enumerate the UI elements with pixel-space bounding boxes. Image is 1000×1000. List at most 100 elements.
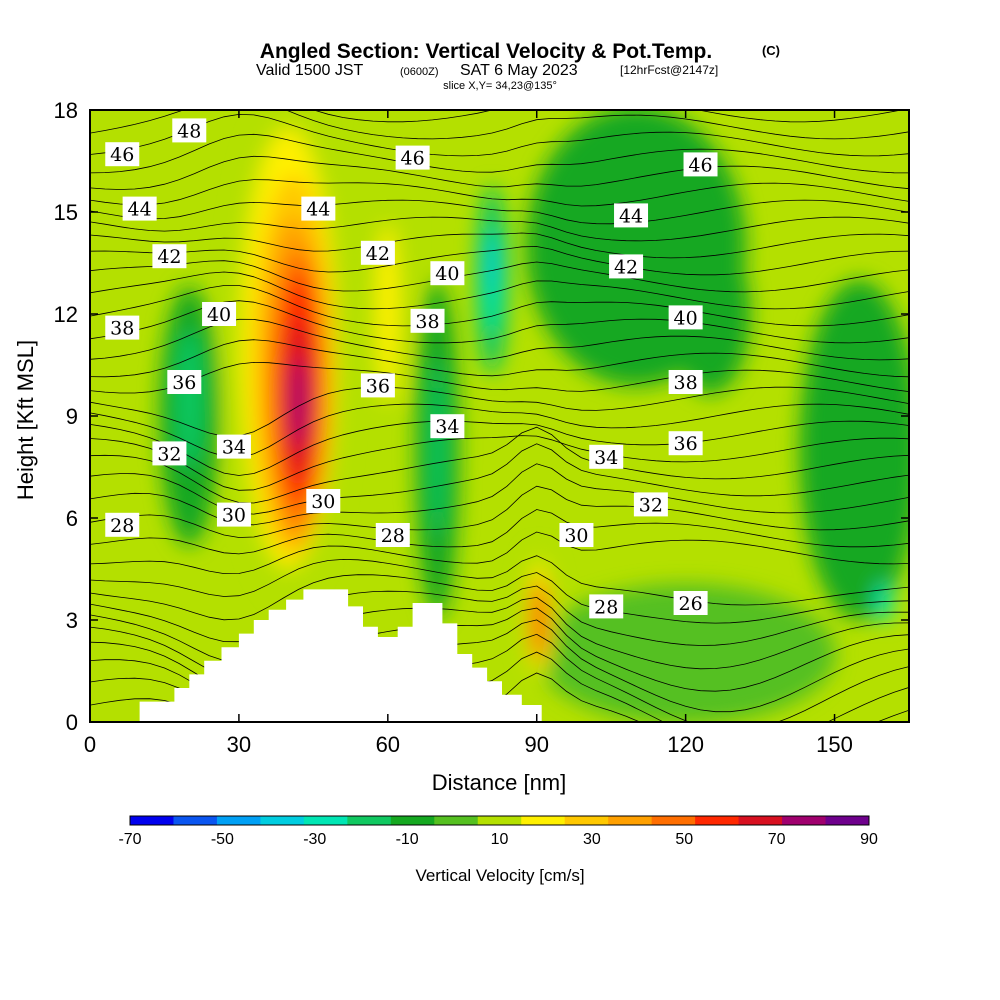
theta-contour-label: 38 <box>105 315 140 340</box>
contour-label-text: 36 <box>172 372 196 394</box>
contour-label-box <box>375 523 410 547</box>
theta-contour-label: 32 <box>152 441 187 466</box>
colorbar-swatch <box>651 816 696 825</box>
contour-label-text: 48 <box>177 120 201 142</box>
y-tick-label: 0 <box>66 710 78 735</box>
velocity-region <box>175 329 204 469</box>
y-tick-label: 12 <box>54 302 78 327</box>
theta-contour-line <box>90 179 909 207</box>
theta-contour-label: 38 <box>410 308 445 333</box>
colorbar-tick-label: 30 <box>583 831 601 848</box>
valid-time-zulu: (0600Z) <box>400 66 439 78</box>
contour-label-text: 34 <box>435 416 459 438</box>
colorbar-tick-label: -50 <box>211 831 234 848</box>
contour-label-text: 38 <box>674 372 698 394</box>
velocity-region <box>294 380 303 425</box>
contour-label-text: 38 <box>110 318 134 340</box>
theta-contour-label: 44 <box>122 196 157 221</box>
x-tick-label: 90 <box>524 732 548 757</box>
velocity-region <box>429 360 446 540</box>
x-tick-label: 30 <box>227 732 251 757</box>
contour-label-text: 38 <box>415 311 439 333</box>
contour-label-box <box>609 254 644 279</box>
contour-label-box <box>172 118 207 143</box>
y-tick-label: 18 <box>54 98 78 123</box>
valid-time-line: Valid 1500 JST (0600Z) SAT 6 May 2023 [1… <box>256 62 718 79</box>
contour-label-text: 46 <box>401 148 425 170</box>
chart-title-suffix: (C) <box>762 43 780 58</box>
colorbar-swatch <box>303 816 348 825</box>
contour-label-box <box>122 196 157 221</box>
theta-contour-label: 28 <box>105 512 140 537</box>
colorbar-swatch <box>260 816 305 825</box>
theta-contour-label: 48 <box>172 118 207 143</box>
theta-contour-label: 28 <box>375 523 410 547</box>
contour-label-text: 30 <box>311 491 335 513</box>
contour-label-text: 40 <box>207 304 231 326</box>
colorbar-swatch <box>695 816 740 825</box>
theta-contour-label: 30 <box>559 523 594 547</box>
contour-label-text: 32 <box>157 443 181 465</box>
theta-contour-line <box>90 110 904 123</box>
velocity-region <box>535 584 836 722</box>
colorbar-swatch <box>738 816 783 825</box>
contour-label-box <box>673 591 708 615</box>
theta-contour-label: 46 <box>683 152 718 177</box>
y-axis-title: Height [Kft MSL] <box>13 340 38 500</box>
y-tick-label: 15 <box>54 200 78 225</box>
theta-contour-label: 32 <box>633 492 668 517</box>
x-tick-label: 120 <box>667 732 704 757</box>
theta-contour-line <box>90 110 909 140</box>
contour-label-box <box>668 431 703 456</box>
theta-contour-line <box>90 216 909 242</box>
contour-label-text: 44 <box>619 205 643 227</box>
theta-contour-line <box>90 285 909 327</box>
contour-label-box <box>430 414 465 439</box>
theta-contour-line <box>90 555 909 606</box>
contour-label-text: 30 <box>564 525 588 547</box>
terrain-mask <box>90 589 909 722</box>
contour-label-text: 32 <box>639 494 663 516</box>
contour-label-text: 44 <box>128 199 152 221</box>
theta-contour-line <box>90 420 909 476</box>
colorbar-tick-label: 90 <box>860 831 878 848</box>
theta-contour-label: 36 <box>668 431 703 456</box>
colorbar-swatch <box>521 816 566 825</box>
theta-contour-label: 40 <box>668 305 703 330</box>
colorbar-swatch <box>130 816 174 825</box>
contour-label-box <box>410 308 445 333</box>
contour-label-box <box>633 492 668 517</box>
theta-contour-label: 30 <box>306 489 341 513</box>
contour-label-box <box>167 370 202 394</box>
theta-contour-label: 36 <box>360 373 395 398</box>
contour-label-box <box>589 594 624 619</box>
valid-time-prefix: Valid 1500 JST <box>256 62 364 79</box>
contour-label-text: 30 <box>222 505 246 527</box>
theta-contour-labels: 48 46 46 46 44 44 44 42 42 42 40 40 40 38 38 38 36 36 36 34… <box>105 118 718 619</box>
colorbar-tick-label: -30 <box>303 831 326 848</box>
velocity-region <box>876 583 893 623</box>
contour-label-text: 46 <box>688 154 712 176</box>
theta-contour-label: 34 <box>216 434 251 459</box>
contour-label-text: 28 <box>110 515 134 537</box>
theta-contour-line <box>90 426 909 504</box>
contour-label-text: 42 <box>366 243 390 265</box>
theta-contour-line <box>90 585 909 646</box>
x-tick-label: 150 <box>816 732 853 757</box>
theta-contour-line <box>90 485 909 538</box>
contour-label-box <box>202 302 237 326</box>
theta-contour-line <box>90 531 909 575</box>
chart-title: Angled Section: Vertical Velocity & Pot.… <box>260 40 712 63</box>
y-tick-label: 3 <box>66 608 78 633</box>
contour-label-text: 34 <box>594 447 618 469</box>
theta-contour-line <box>90 271 909 310</box>
contour-label-box <box>614 203 649 228</box>
theta-contour-line <box>90 435 909 491</box>
theta-contour-line <box>90 232 909 259</box>
contour-label-text: 40 <box>435 263 459 285</box>
velocity-region <box>799 280 909 620</box>
contour-label-text: 40 <box>674 307 698 329</box>
theta-contour-label: 42 <box>609 254 644 279</box>
theta-contour-label: 46 <box>395 145 430 170</box>
